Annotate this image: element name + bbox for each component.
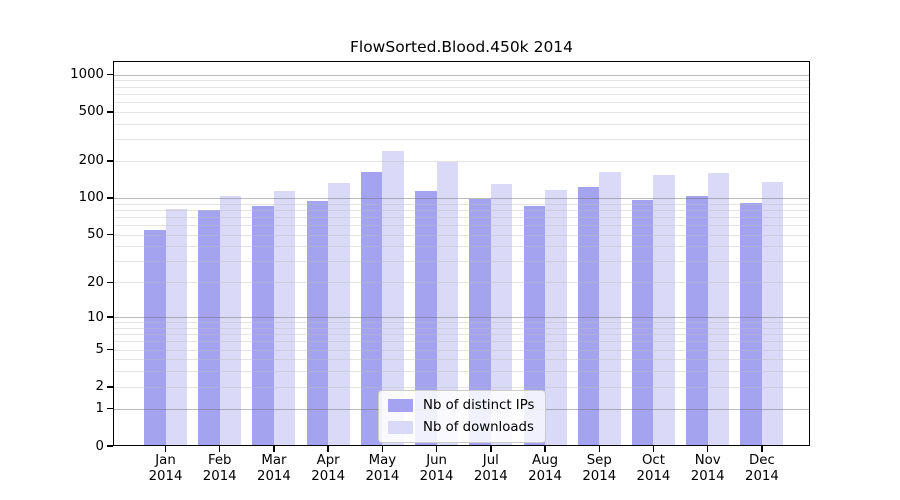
x-tick-label-jul: Jul 2014 xyxy=(473,453,508,484)
y-tick-label-50: 50 xyxy=(87,227,104,243)
bar-ips-jul xyxy=(469,198,491,446)
y-tick-mark xyxy=(107,160,113,162)
y-tick-label-100: 100 xyxy=(78,190,104,206)
y-tick-label-2: 2 xyxy=(95,379,104,395)
bar-downloads-may xyxy=(382,151,404,446)
x-tick-label-dec: Dec 2014 xyxy=(744,453,779,484)
y-tick-mark xyxy=(107,316,113,318)
y-tick-mark xyxy=(107,281,113,284)
bar-downloads-jan xyxy=(165,208,187,446)
bar-ips-sep xyxy=(577,186,600,446)
y-tick-label-20: 20 xyxy=(87,274,104,290)
bar-downloads-jun xyxy=(436,162,459,446)
x-tick-mark xyxy=(652,446,655,452)
bars-layer xyxy=(113,61,810,446)
bar-ips-mar xyxy=(252,205,274,446)
x-tick-mark xyxy=(219,446,221,452)
bar-downloads-sep xyxy=(599,171,621,446)
legend-item-downloads: Nb of downloads xyxy=(388,420,534,435)
bar-downloads-apr xyxy=(328,183,350,446)
x-tick-label-apr: Apr 2014 xyxy=(311,453,346,484)
y-tick-label-1: 1 xyxy=(95,401,104,417)
y-tick-mark xyxy=(107,111,113,113)
y-tick-mark xyxy=(107,445,113,447)
bar-downloads-mar xyxy=(273,190,296,446)
x-tick-label-feb: Feb 2014 xyxy=(202,453,237,484)
bar-ips-oct xyxy=(631,200,654,446)
y-tick-label-10: 10 xyxy=(87,309,104,325)
bar-downloads-jul xyxy=(490,184,513,446)
legend: Nb of distinct IPs Nb of downloads xyxy=(378,390,547,443)
bar-downloads-feb xyxy=(219,196,242,446)
bar-ips-apr xyxy=(306,200,329,446)
x-tick-label-jun: Jun 2014 xyxy=(419,453,454,484)
x-tick-mark xyxy=(761,446,763,452)
x-tick-label-mar: Mar 2014 xyxy=(257,453,291,484)
legend-label-distinct-ips: Nb of distinct IPs xyxy=(423,398,535,413)
bar-ips-dec xyxy=(740,202,762,446)
bar-downloads-dec xyxy=(761,182,784,446)
bar-ips-jan xyxy=(144,229,166,446)
bar-downloads-oct xyxy=(653,174,675,446)
x-tick-mark xyxy=(435,446,438,452)
bar-downloads-aug xyxy=(545,190,567,446)
x-tick-mark xyxy=(327,446,329,452)
x-tick-mark xyxy=(544,446,546,452)
x-tick-mark xyxy=(707,446,709,452)
bar-ips-may xyxy=(360,171,383,446)
legend-swatch-distinct-ips-icon xyxy=(388,399,413,412)
x-tick-label-may: May 2014 xyxy=(365,453,400,484)
x-tick-mark xyxy=(164,446,167,452)
legend-label-downloads: Nb of downloads xyxy=(423,420,534,435)
y-tick-mark xyxy=(107,73,113,76)
x-tick-label-nov: Nov 2014 xyxy=(690,453,725,484)
legend-item-distinct-ips: Nb of distinct IPs xyxy=(388,398,534,413)
x-tick-mark xyxy=(273,446,275,452)
y-tick-mark xyxy=(107,386,113,388)
x-tick-mark xyxy=(381,446,384,452)
y-tick-label-0: 0 xyxy=(95,438,104,454)
plot-area: Nb of distinct IPs Nb of downloads xyxy=(113,61,810,446)
bar-ips-feb xyxy=(198,209,220,446)
y-tick-label-500: 500 xyxy=(78,104,104,120)
y-tick-mark xyxy=(107,233,113,236)
legend-swatch-downloads-icon xyxy=(388,421,413,434)
x-tick-label-aug: Aug 2014 xyxy=(528,453,562,484)
y-tick-mark xyxy=(107,197,113,199)
bar-ips-jun xyxy=(415,190,437,446)
y-tick-mark xyxy=(107,348,113,351)
y-tick-label-5: 5 xyxy=(95,342,104,358)
bar-downloads-nov xyxy=(707,173,730,446)
y-tick-mark xyxy=(107,408,113,410)
x-tick-label-oct: Oct 2014 xyxy=(636,453,671,484)
chart-title: FlowSorted.Blood.450k 2014 xyxy=(349,38,574,56)
x-tick-label-jan: Jan 2014 xyxy=(148,453,183,484)
bar-ips-nov xyxy=(686,195,708,446)
y-tick-label-200: 200 xyxy=(78,153,104,169)
bar-ips-aug xyxy=(523,205,546,446)
y-tick-label-1000: 1000 xyxy=(70,67,104,83)
x-tick-label-sep: Sep 2014 xyxy=(582,453,617,484)
x-tick-mark xyxy=(490,446,492,452)
x-tick-mark xyxy=(598,446,600,452)
